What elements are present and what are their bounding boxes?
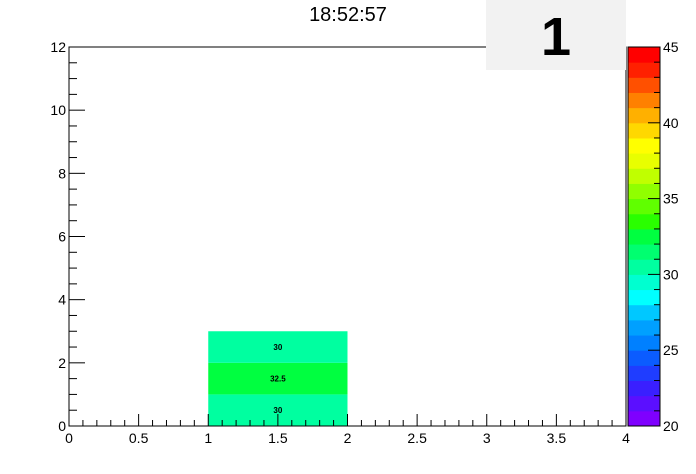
cell-label-1: 32.5 <box>270 375 286 384</box>
color-palette: 20 25 30 35 40 45 <box>627 39 679 434</box>
x-tick-label-3: 1.5 <box>268 430 288 446</box>
palette-swatch-2 <box>628 380 660 397</box>
palette-tick-label-0: 20 <box>663 418 679 434</box>
palette-swatch-23 <box>628 62 660 78</box>
cell-label-2: 30 <box>273 343 282 352</box>
palette-swatch-13 <box>628 213 660 230</box>
palette-swatch-0 <box>628 410 660 427</box>
x-tick-label-2: 1 <box>204 430 212 446</box>
x-axis: 0 0.5 1 1.5 2 2.5 3 3.5 4 <box>65 414 630 446</box>
palette-tick-label-3: 35 <box>663 191 679 207</box>
palette-swatch-5 <box>628 335 660 351</box>
palette-swatch-20 <box>628 107 660 124</box>
palette-tick-label-5: 45 <box>663 39 679 55</box>
palette-frame <box>627 46 661 427</box>
cell-label-0: 30 <box>273 406 282 415</box>
y-tick-label-5: 10 <box>50 102 66 118</box>
heatmap-cell-2 <box>208 331 348 363</box>
x-tick-label-7: 3.5 <box>547 430 567 446</box>
palette-swatch-10 <box>628 259 660 275</box>
y-tick-label-0: 0 <box>58 418 66 434</box>
cells-layer: 30 32.5 30 <box>208 331 348 426</box>
palette-swatch-16 <box>628 168 660 184</box>
y-tick-label-1: 2 <box>58 355 66 371</box>
palette-swatch-18 <box>628 137 660 154</box>
x-tick-label-5: 2.5 <box>407 430 427 446</box>
heatmap-cell-1 <box>208 362 348 395</box>
palette-swatch-21 <box>628 92 660 109</box>
palette-tick-label-1: 25 <box>663 342 679 358</box>
palette-swatch-4 <box>628 350 660 366</box>
x-tick-label-1: 0.5 <box>129 430 149 446</box>
y-tick-label-6: 12 <box>50 39 66 55</box>
palette-swatch-1 <box>628 395 660 412</box>
y-tick-label-2: 4 <box>58 292 66 308</box>
palette-swatch-19 <box>628 122 660 139</box>
palette-swatch-9 <box>628 274 660 291</box>
palette-swatch-8 <box>628 289 660 306</box>
chart-title: 18:52:57 <box>309 4 387 26</box>
palette-swatch-6 <box>628 319 660 336</box>
x-tick-label-8: 4 <box>622 430 630 446</box>
y-tick-label-4: 8 <box>58 165 66 181</box>
x-tick-label-4: 2 <box>344 430 352 446</box>
palette-swatch-3 <box>628 365 660 382</box>
y-axis: 0 2 4 6 8 10 12 <box>50 39 85 434</box>
stats-box: 1 <box>486 0 626 70</box>
palette-swatch-11 <box>628 244 660 260</box>
palette-swatch-14 <box>628 198 660 215</box>
x-tick-label-6: 3 <box>483 430 491 446</box>
palette-swatch-22 <box>628 77 660 93</box>
palette-tick-label-4: 40 <box>663 115 679 131</box>
x-tick-label-0: 0 <box>65 430 73 446</box>
palette-swatch-24 <box>628 47 660 63</box>
palette-swatch-12 <box>628 228 660 245</box>
palette-swatch-7 <box>628 304 660 321</box>
palette-swatch-15 <box>628 183 660 200</box>
palette-swatch-17 <box>628 153 660 169</box>
y-tick-label-3: 6 <box>58 229 66 245</box>
palette-tick-label-2: 30 <box>663 266 679 282</box>
